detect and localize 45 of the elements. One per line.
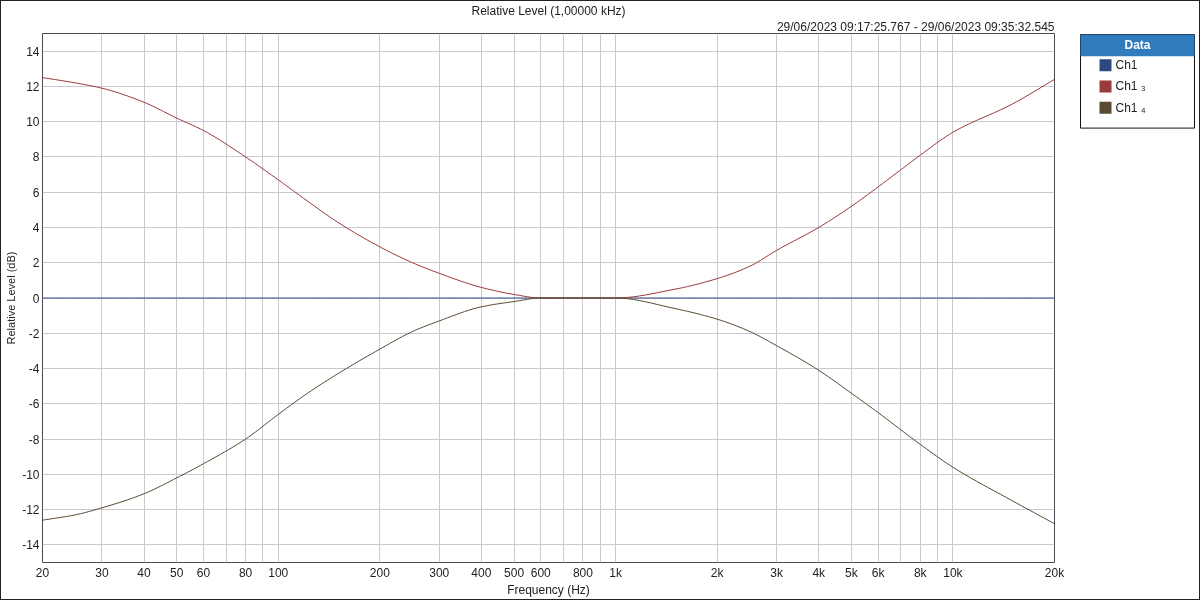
- x-tick-label: 600: [530, 565, 552, 580]
- y-tick-label: 2: [32, 256, 40, 271]
- legend-title: Data: [1124, 38, 1151, 53]
- y-tick-label: -10: [22, 467, 40, 482]
- y-tick-label: 12: [26, 79, 40, 94]
- chart-subtitle: 29/06/2023 09:17:25.767 - 29/06/2023 09:35:32.545: [776, 19, 1055, 34]
- x-tick-label: 200: [369, 565, 391, 580]
- y-tick-label: -6: [28, 397, 40, 412]
- legend-label: Ch1: [1115, 58, 1138, 73]
- y-tick-label: 0: [32, 291, 40, 306]
- x-tick-label: 3k: [770, 565, 784, 580]
- y-tick-label: 10: [26, 115, 40, 130]
- y-tick-label: -4: [28, 362, 40, 377]
- x-tick-label: 20: [35, 565, 50, 580]
- x-tick-label: 80: [238, 565, 253, 580]
- y-axis-title: Relative Level (dB): [5, 251, 18, 345]
- y-tick-label: -8: [28, 432, 40, 447]
- y-tick-label: 8: [32, 150, 40, 165]
- x-tick-label: 4k: [812, 565, 827, 580]
- x-tick-label: 800: [572, 565, 594, 580]
- y-tick-label: 4: [32, 220, 40, 235]
- y-tick-label: -14: [22, 538, 40, 553]
- y-tick-label: -12: [22, 503, 40, 518]
- x-tick-label: 6k: [871, 565, 886, 580]
- x-tick-label: 5k: [845, 565, 859, 580]
- legend-label: Ch1 ₃: [1115, 79, 1146, 94]
- x-tick-label: 20k: [1044, 565, 1066, 580]
- legend-label: Ch1 ₄: [1115, 100, 1146, 115]
- y-tick-label: 6: [32, 185, 40, 200]
- x-axis-title: Frequency (Hz): [507, 582, 590, 597]
- x-tick-label: 300: [429, 565, 450, 580]
- y-tick-label: 14: [26, 44, 40, 59]
- x-tick-label: 100: [268, 565, 289, 580]
- y-tick-label: -2: [28, 326, 40, 341]
- x-tick-label: 8k: [913, 565, 928, 580]
- x-tick-label: 400: [471, 565, 492, 580]
- x-tick-label: 10k: [943, 565, 964, 580]
- chart-title: Relative Level (1,00000 kHz): [471, 3, 626, 18]
- x-tick-label: 30: [95, 565, 109, 580]
- x-tick-label: 60: [196, 565, 211, 580]
- x-tick-label: 1k: [609, 565, 623, 580]
- x-tick-label: 50: [170, 565, 184, 580]
- x-tick-label: 500: [504, 565, 525, 580]
- x-tick-label: 2k: [710, 565, 725, 580]
- x-tick-label: 40: [137, 565, 152, 580]
